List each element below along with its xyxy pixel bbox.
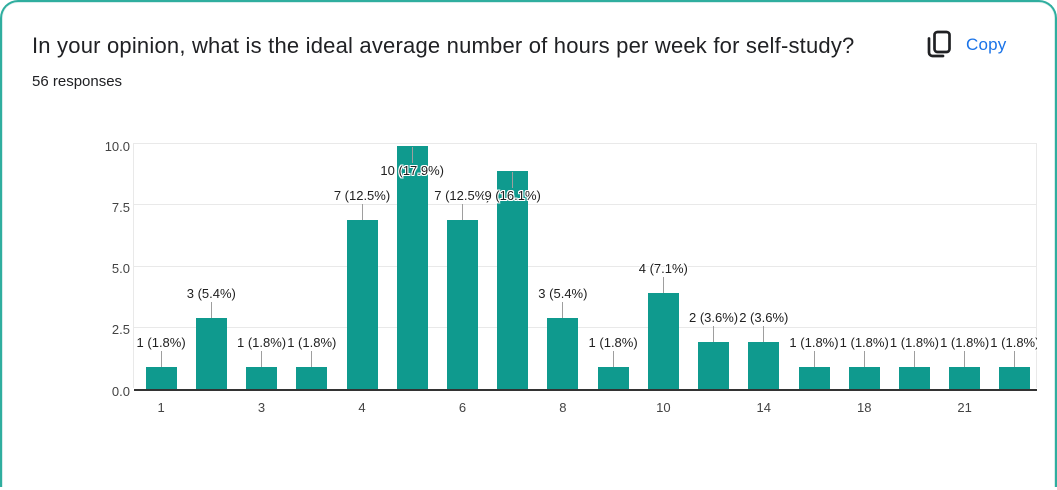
bar-label-connector (914, 351, 915, 367)
bar (598, 367, 629, 392)
x-axis-tick-label: 4 (358, 400, 365, 415)
bar (397, 146, 428, 391)
bar-value-label: 7 (12.5%) (334, 188, 390, 203)
bar-value-label: 1 (1.8%) (789, 335, 838, 350)
y-axis-tick-label: 7.5 (84, 200, 130, 215)
bar (698, 342, 729, 391)
y-axis-tick-label: 2.5 (84, 322, 130, 337)
x-axis-tick-label: 18 (857, 400, 871, 415)
x-axis-tick-label: 6 (459, 400, 466, 415)
bar (899, 367, 930, 392)
bar-label-connector (562, 302, 563, 318)
bar-value-label: 1 (1.8%) (890, 335, 939, 350)
bar (497, 171, 528, 392)
bar-label-connector (512, 172, 513, 188)
x-axis-tick-label: 1 (157, 400, 164, 415)
x-axis-baseline (134, 389, 1037, 391)
bar-value-label: 1 (1.8%) (237, 335, 286, 350)
bar-label-connector (613, 351, 614, 367)
bar (748, 342, 779, 391)
bar (648, 293, 679, 391)
bar-value-label: 2 (3.6%) (739, 310, 788, 325)
bar-label-connector (814, 351, 815, 367)
bar-label-connector (311, 351, 312, 367)
bar-label-connector (412, 147, 413, 163)
x-axis-tick-label: 3 (258, 400, 265, 415)
bar-label-connector (161, 351, 162, 367)
x-axis-tick-label: 21 (957, 400, 971, 415)
bar (246, 367, 277, 392)
bar-value-label: 9 (16.1%) (484, 188, 540, 203)
bar-value-label: 2 (3.6%) (689, 310, 738, 325)
bar-label-connector (964, 351, 965, 367)
bar (296, 367, 327, 392)
bar-label-connector (763, 326, 764, 342)
bar-label-connector (864, 351, 865, 367)
bar-label-connector (362, 204, 363, 220)
bar (949, 367, 980, 392)
histogram-chart: 1 (1.8%)3 (5.4%)1 (1.8%)1 (1.8%)7 (12.5%… (3, 3, 1057, 490)
x-axis-tick-label: 8 (559, 400, 566, 415)
bar-label-connector (1014, 351, 1015, 367)
bar (999, 367, 1030, 392)
bar (347, 220, 378, 392)
response-summary-card: In your opinion, what is the ideal avera… (3, 3, 1054, 487)
x-axis-tick-label: 14 (757, 400, 771, 415)
bar-value-label: 4 (7.1%) (639, 261, 688, 276)
bar-value-label: 1 (1.8%) (589, 335, 638, 350)
bar-label-connector (261, 351, 262, 367)
bar (146, 367, 177, 392)
bar (547, 318, 578, 392)
bar-label-connector (713, 326, 714, 342)
chart-bars-layer: 1 (1.8%)3 (5.4%)1 (1.8%)1 (1.8%)7 (12.5%… (3, 3, 1037, 490)
bar-value-label: 3 (5.4%) (187, 286, 236, 301)
bar-value-label: 1 (1.8%) (990, 335, 1037, 350)
bar-value-label: 1 (1.8%) (287, 335, 336, 350)
bar-value-label: 10 (17.9%) (380, 163, 444, 178)
bar-value-label: 1 (1.8%) (940, 335, 989, 350)
bar-value-label: 1 (1.8%) (137, 335, 186, 350)
bar (849, 367, 880, 392)
bar-label-connector (462, 204, 463, 220)
bar (799, 367, 830, 392)
y-axis-tick-label: 10.0 (84, 139, 130, 154)
bar (196, 318, 227, 392)
bar-value-label: 1 (1.8%) (840, 335, 889, 350)
bar-label-connector (663, 277, 664, 293)
bar-value-label: 3 (5.4%) (538, 286, 587, 301)
bar (447, 220, 478, 392)
bar-value-label: 7 (12.5%) (434, 188, 490, 203)
y-axis-tick-label: 0.0 (84, 384, 130, 399)
x-axis-tick-label: 10 (656, 400, 670, 415)
y-axis-tick-label: 5.0 (84, 261, 130, 276)
bar-label-connector (211, 302, 212, 318)
